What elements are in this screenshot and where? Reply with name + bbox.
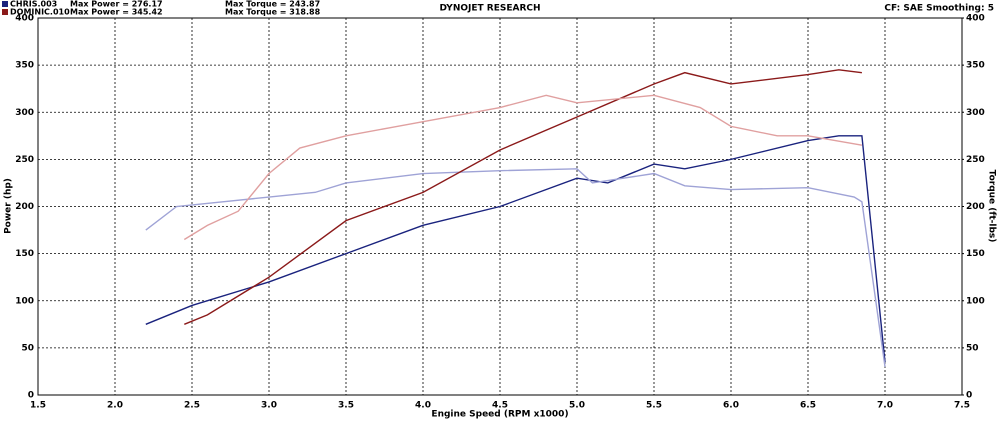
y-tick-label: 200	[15, 202, 34, 212]
x-axis-label: Engine Speed (RPM x1000)	[431, 410, 568, 420]
x-tick-label: 6.5	[800, 401, 816, 411]
legend-swatch	[2, 9, 8, 15]
x-tick-label: 1.5	[30, 401, 46, 411]
legend-torque: Max Torque = 243.87	[225, 0, 320, 9]
y-tick-label: 150	[15, 249, 34, 259]
y2-axis-label: Torque (ft-lbs)	[987, 170, 997, 243]
y-axis-label: Power (hp)	[4, 178, 14, 234]
y-tick-label: 300	[15, 108, 34, 118]
y2-tick-label: 400	[966, 14, 985, 24]
series-line	[184, 69, 862, 325]
y2-tick-label: 150	[966, 249, 985, 259]
y2-tick-label: 0	[966, 391, 972, 401]
y2-tick-label: 300	[966, 108, 985, 118]
x-tick-label: 4.5	[492, 401, 508, 411]
x-tick-label: 2.0	[107, 401, 123, 411]
y2-tick-label: 350	[966, 61, 985, 71]
y2-tick-label: 100	[966, 296, 985, 306]
legend-run: CHRIS.003	[10, 0, 57, 9]
legend-power: Max Power = 345.42	[70, 8, 163, 17]
x-tick-label: 7.0	[877, 401, 893, 411]
x-tick-label: 7.5	[954, 401, 970, 411]
series-line	[183, 94, 863, 241]
settings-text: CF: SAE Smoothing: 5	[884, 4, 994, 14]
x-tick-label: 5.0	[569, 401, 585, 411]
series-line	[145, 168, 886, 367]
y2-tick-label: 250	[966, 155, 985, 165]
chart-title: DYNOJET RESEARCH	[439, 4, 540, 14]
x-tick-label: 3.0	[261, 401, 277, 411]
y-tick-label: 100	[15, 296, 34, 306]
series-line	[145, 135, 886, 363]
y2-tick-label: 200	[966, 202, 985, 212]
y-tick-label: 250	[15, 155, 34, 165]
legend-swatch	[2, 1, 8, 7]
y-tick-label: 350	[15, 61, 34, 71]
x-tick-label: 5.5	[646, 401, 662, 411]
y-tick-label: 50	[21, 343, 34, 353]
y-tick-label: 0	[28, 391, 34, 401]
y-tick-label: 400	[15, 14, 34, 24]
x-tick-label: 4.0	[415, 401, 431, 411]
legend-run: DOMINIC.010	[10, 8, 70, 17]
x-tick-label: 2.5	[184, 401, 200, 411]
legend-torque: Max Torque = 318.88	[225, 8, 321, 17]
x-tick-label: 6.0	[723, 401, 739, 411]
legend-power: Max Power = 276.17	[70, 0, 163, 9]
x-tick-label: 3.5	[338, 401, 354, 411]
y2-tick-label: 50	[966, 343, 979, 353]
